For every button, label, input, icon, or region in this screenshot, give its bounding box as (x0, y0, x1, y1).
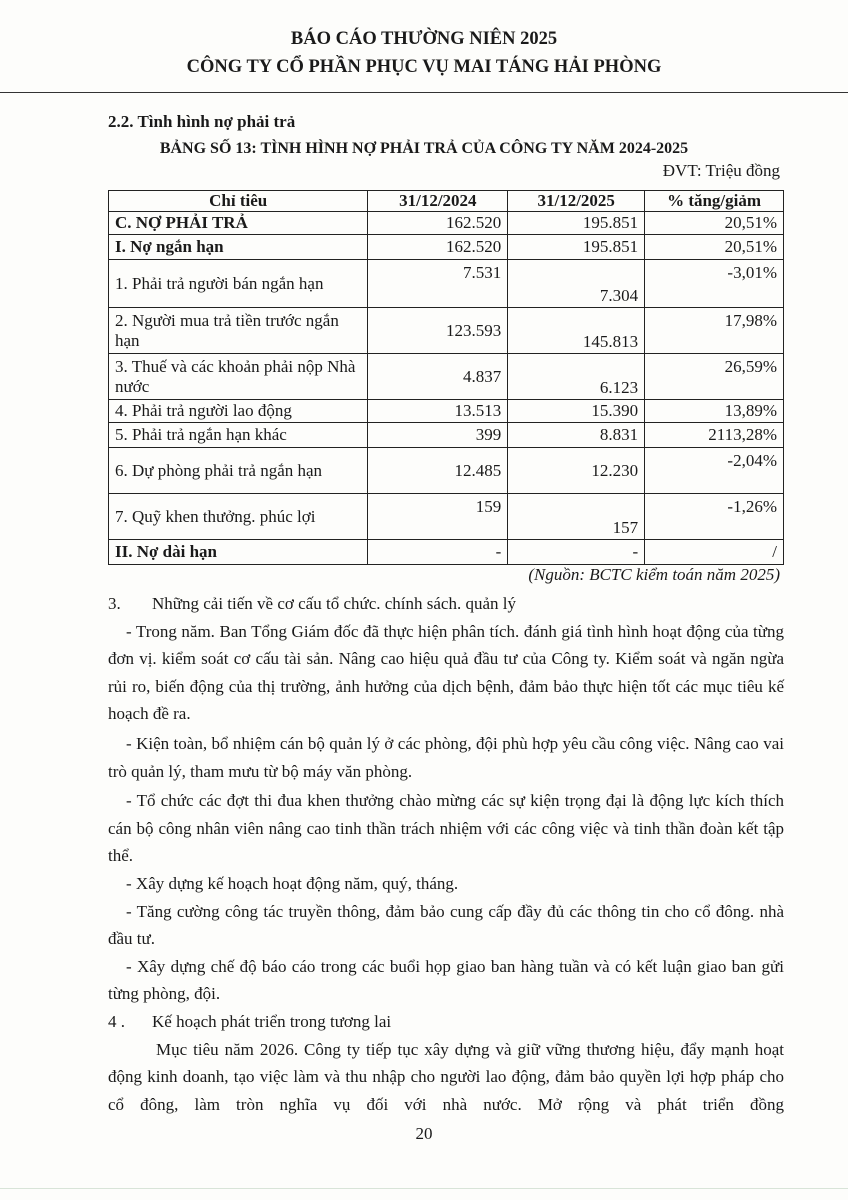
value-2024: 162.520 (367, 234, 509, 260)
value-2025: 157 (507, 493, 646, 540)
table-row: I. Nợ ngắn hạn 162.520 195.851 20,51% (107, 234, 784, 260)
section-number: 3. (108, 594, 121, 613)
paragraph: - Kiện toàn, bổ nhiệm cán bộ quản lý ở c… (108, 733, 784, 781)
liabilities-table: Chỉ tiêu 31/12/2024 31/12/2025 % tăng/gi… (107, 190, 784, 565)
value-2024: 7.531 (367, 259, 509, 308)
table-row: 5. Phải trả ngắn hạn khác 399 8.831 2113,28… (107, 422, 784, 448)
row-label: 4. Phải trả người lao động (107, 399, 369, 423)
header-cell: 31/12/2024 (367, 190, 509, 212)
change-percent: / (644, 539, 784, 565)
paragraph: Mục tiêu năm 2026. Công ty tiếp tục xây … (108, 1039, 784, 1114)
change-percent: 26,59% (644, 353, 784, 400)
paragraph: - Xây dựng kế hoạch hoạt động năm, quý, … (126, 873, 459, 893)
table-row: 2. Người mua trả tiền trước ngắn hạn 123.… (107, 307, 784, 354)
change-percent: 20,51% (644, 234, 784, 260)
change-percent: -2,04% (644, 447, 784, 494)
change-percent: 13,89% (644, 399, 784, 423)
header-cell: 31/12/2025 (507, 190, 646, 212)
row-label: 7. Quỹ khen thưởng. phúc lợi (107, 493, 369, 540)
paragraph: - Trong năm. Ban Tổng Giám đốc đã thực h… (108, 621, 784, 724)
value-2025: 8.831 (507, 422, 646, 448)
table-row: 4. Phải trả người lao động 13.513 15.390 13… (107, 399, 784, 423)
table-row: C. NỢ PHẢI TRẢ 162.520 195.851 20,51% (107, 211, 784, 235)
value-2024: - (367, 539, 509, 565)
value-2024: 399 (367, 422, 509, 448)
row-label: 1. Phải trả người bán ngắn hạn (107, 259, 369, 308)
paragraph: - Tổ chức các đợt thi đua khen thưởng ch… (108, 791, 784, 866)
change-percent: 20,51% (644, 211, 784, 235)
table-row: 7. Quỹ khen thưởng. phúc lợi 159 157 -1,26% (107, 493, 784, 540)
value-2025: 195.851 (507, 234, 646, 260)
value-2025: - (507, 539, 646, 565)
value-2025: 7.304 (507, 259, 646, 308)
section-title: Kế hoạch phát triển trong tương lai (152, 1011, 392, 1031)
row-label: 6. Dự phòng phải trả ngắn hạn (107, 447, 369, 494)
value-2024: 12.485 (367, 447, 509, 494)
company-name: CÔNG TY CỔ PHẦN PHỤC VỤ MAI TÁNG HẢI PHÒ… (186, 57, 662, 77)
body-text: 3. Những cải tiến về cơ cấu tổ chức. chín… (108, 590, 784, 1118)
value-2025: 195.851 (507, 211, 646, 235)
row-label: 2. Người mua trả tiền trước ngắn hạn (107, 307, 369, 354)
section-heading: 2.2. Tình hình nợ phải trả (108, 112, 296, 131)
table-header-row: Chỉ tiêu 31/12/2024 31/12/2025 % tăng/gi… (107, 190, 784, 212)
change-percent: -1,26% (644, 493, 784, 540)
section-number: 4 . (108, 1011, 125, 1031)
unit-label: ĐVT: Triệu đồng (662, 161, 780, 180)
table-row: 3. Thuế và các khoản phải nộp Nhà nước 4.… (107, 353, 784, 400)
change-percent: 2113,28% (644, 422, 784, 448)
report-title: BÁO CÁO THƯỜNG NIÊN 2025 (290, 29, 558, 49)
row-label: II. Nợ dài hạn (107, 539, 369, 565)
header-cell: Chỉ tiêu (107, 190, 369, 212)
table-row: II. Nợ dài hạn - - / (107, 539, 784, 565)
header-cell: % tăng/giảm (644, 190, 784, 212)
row-label: C. NỢ PHẢI TRẢ (107, 211, 369, 235)
value-2025: 145.813 (507, 307, 646, 354)
value-2024: 162.520 (367, 211, 509, 235)
change-percent: -3,01% (644, 259, 784, 308)
paragraph: - Xây dựng chế độ báo cáo trong các buổi… (108, 956, 784, 1004)
value-2024: 4.837 (367, 353, 509, 400)
row-label: 5. Phải trả ngắn hạn khác (107, 422, 369, 448)
table-row: 6. Dự phòng phải trả ngắn hạn 12.485 12.23… (107, 447, 784, 494)
value-2024: 159 (367, 493, 509, 540)
page-number: 20 (415, 1124, 433, 1143)
table-title: BẢNG SỐ 13: TÌNH HÌNH NỢ PHẢI TRẢ CỦA CÔ… (159, 140, 689, 157)
section-title: Những cải tiến về cơ cấu tổ chức. chính … (152, 594, 516, 613)
source-note: (Nguồn: BCTC kiểm toán năm 2025) (528, 565, 780, 584)
row-label: 3. Thuế và các khoản phải nộp Nhà nước (107, 353, 369, 400)
header-divider (0, 92, 848, 93)
row-label: I. Nợ ngắn hạn (107, 234, 369, 260)
value-2025: 12.230 (507, 447, 646, 494)
table-row: 1. Phải trả người bán ngắn hạn 7.531 7.304… (107, 259, 784, 308)
value-2025: 15.390 (507, 399, 646, 423)
value-2024: 13.513 (367, 399, 509, 423)
value-2024: 123.593 (367, 307, 509, 354)
change-percent: 17,98% (644, 307, 784, 354)
paragraph: - Tăng cường công tác truyền thông, đảm … (108, 901, 784, 949)
value-2025: 6.123 (507, 353, 646, 400)
page-edge (0, 1188, 848, 1189)
